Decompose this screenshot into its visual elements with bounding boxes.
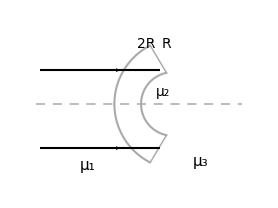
Text: μ₁: μ₁ [80, 158, 96, 173]
Text: 2R: 2R [137, 37, 155, 52]
Text: R: R [162, 37, 172, 52]
Text: μ₃: μ₃ [193, 154, 208, 169]
Text: μ₂: μ₂ [155, 85, 170, 99]
